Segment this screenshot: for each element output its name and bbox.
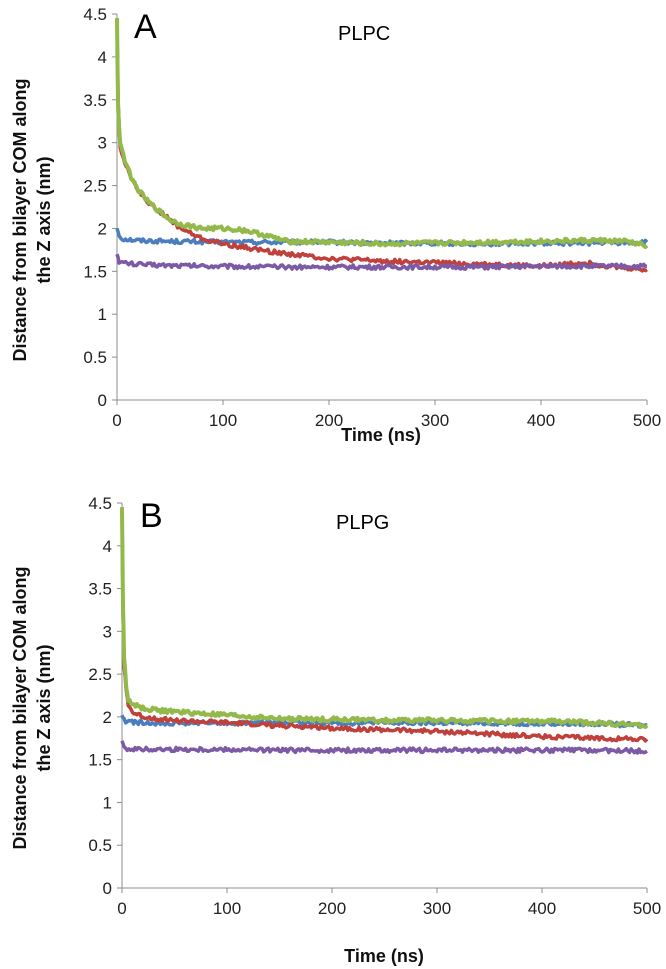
- y-tick-label: 4.5: [88, 494, 112, 513]
- y-axis-label-line-2: the Z axis (nm): [34, 644, 54, 771]
- x-tick-label: 500: [633, 411, 661, 430]
- y-axis-label-line-1: Distance from bilayer COM along: [10, 566, 30, 849]
- y-tick-label: 3: [103, 622, 112, 641]
- y-tick-label: 0: [103, 879, 112, 898]
- y-tick-label: 2: [103, 708, 112, 727]
- series-line-red: [115, 18, 648, 273]
- y-tick-label: 0.5: [83, 348, 107, 367]
- y-tick-label: 0.5: [88, 836, 112, 855]
- x-axis-ticks: 0 100 200 300 400 500: [112, 400, 661, 430]
- series-group: [120, 507, 649, 755]
- x-axis-ticks: 0 100 200 300 400 500: [117, 888, 661, 918]
- y-tick-label: 1.5: [83, 262, 107, 281]
- x-tick-label: 0: [112, 411, 121, 430]
- x-axis-label: Time (ns): [344, 946, 424, 966]
- x-tick-label: 100: [213, 899, 241, 918]
- y-tick-label: 1: [98, 305, 107, 324]
- chart-panel-a: 0 100 200 300 400 500 00.511.522.533.544.5 A …: [10, 5, 661, 445]
- y-axis-label-line-2: the Z axis (nm): [34, 156, 54, 283]
- x-tick-label: 200: [318, 899, 346, 918]
- x-axis-label: Time (ns): [341, 425, 421, 445]
- y-axis-ticks: 0 0.5 1 1.5 2 2.5 3 3.5 4 4.5: [88, 494, 122, 898]
- chart-title: PLPG: [336, 512, 389, 534]
- series-group: [115, 18, 649, 273]
- y-tick-label: 4.5: [83, 5, 107, 24]
- y-tick-label: 4: [103, 537, 112, 556]
- y-axis-ticks: 0 0.5 1 1.5 2 2.5 3 3.5 4 4.5: [83, 5, 117, 410]
- series-line-red: [120, 507, 649, 743]
- series-line-green: [120, 507, 649, 730]
- y-tick-label: 3.5: [83, 91, 107, 110]
- chart-title: PLPC: [338, 23, 390, 45]
- y-tick-label: 1: [103, 793, 112, 812]
- y-tick-label: 4: [98, 48, 107, 67]
- x-tick-label: 300: [423, 899, 451, 918]
- x-tick-label: 100: [209, 411, 237, 430]
- y-tick-label: 0: [98, 391, 107, 410]
- y-tick-label: 2.5: [83, 177, 107, 196]
- y-axis-label-line-1: Distance from bilayer COM along: [10, 78, 30, 361]
- x-tick-label: 0: [117, 899, 126, 918]
- series-line-purple: [120, 740, 648, 755]
- chart-panel-b: 0 100 200 300 400 500 00.511.522.533.544.5 B …: [10, 494, 661, 966]
- y-tick-label: 3.5: [88, 580, 112, 599]
- y-tick-label: 1.5: [88, 751, 112, 770]
- y-tick-label: 3: [98, 134, 107, 153]
- series-line-purple: [115, 253, 648, 271]
- panel-label: B: [140, 497, 163, 535]
- y-tick-label: 2: [98, 219, 107, 238]
- series-line-green: [115, 18, 649, 249]
- x-tick-label: 500: [633, 899, 661, 918]
- x-tick-label: 400: [527, 411, 555, 430]
- x-tick-label: 300: [421, 411, 449, 430]
- x-tick-label: 400: [528, 899, 556, 918]
- y-tick-label: 2.5: [88, 665, 112, 684]
- panel-label: A: [134, 8, 157, 46]
- x-tick-label: 200: [315, 411, 343, 430]
